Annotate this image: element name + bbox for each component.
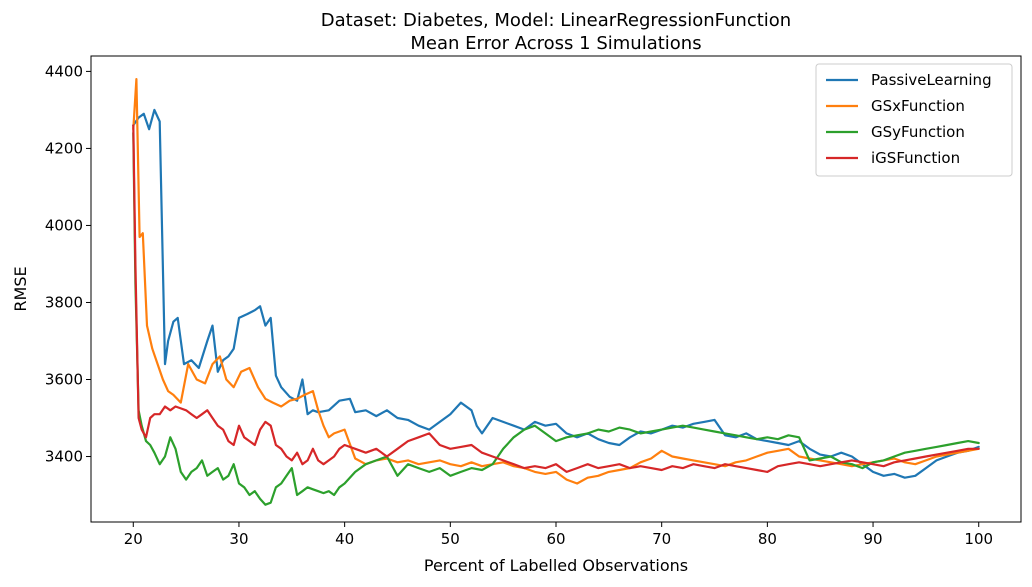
legend-label-GSxFunction: GSxFunction bbox=[871, 97, 965, 115]
x-tick-label: 80 bbox=[758, 530, 777, 548]
legend: PassiveLearning GSxFunction GSyFunction iGS… bbox=[815, 63, 1013, 177]
legend-box bbox=[815, 63, 1013, 177]
y-tick-label: 3800 bbox=[45, 293, 83, 311]
y-tick-label: 4400 bbox=[45, 62, 83, 80]
x-axis-label: Percent of Labelled Observations bbox=[424, 556, 688, 575]
x-axis-ticks: 20 30 40 50 60 70 80 90 100 bbox=[124, 522, 993, 548]
x-tick-label: 60 bbox=[546, 530, 565, 548]
y-axis-ticks: 3400 3600 3800 4000 4200 4400 bbox=[45, 62, 91, 466]
y-tick-label: 3400 bbox=[45, 448, 83, 466]
series-line-iGSFunction bbox=[132, 124, 980, 473]
y-tick-label: 4000 bbox=[45, 216, 83, 234]
y-tick-label: 4200 bbox=[45, 139, 83, 157]
x-tick-label: 70 bbox=[652, 530, 671, 548]
series-line-GSyFunction bbox=[132, 131, 980, 506]
y-tick-label: 3600 bbox=[45, 371, 83, 389]
x-tick-label: 50 bbox=[441, 530, 460, 548]
chart-title: Dataset: Diabetes, Model: LinearRegressi… bbox=[321, 10, 791, 31]
series-lines bbox=[132, 77, 980, 506]
x-tick-label: 30 bbox=[229, 530, 248, 548]
y-axis-label: RMSE bbox=[11, 266, 30, 311]
legend-label-GSyFunction: GSyFunction bbox=[871, 123, 965, 141]
x-tick-label: 100 bbox=[964, 530, 993, 548]
chart-subtitle: Mean Error Across 1 Simulations bbox=[410, 33, 701, 54]
x-tick-label: 40 bbox=[335, 530, 354, 548]
legend-label-iGSFunction: iGSFunction bbox=[871, 149, 960, 167]
x-tick-label: 20 bbox=[124, 530, 143, 548]
legend-label-PassiveLearning: PassiveLearning bbox=[871, 71, 992, 89]
series-line-PassiveLearning bbox=[132, 108, 980, 479]
x-tick-label: 90 bbox=[863, 530, 882, 548]
